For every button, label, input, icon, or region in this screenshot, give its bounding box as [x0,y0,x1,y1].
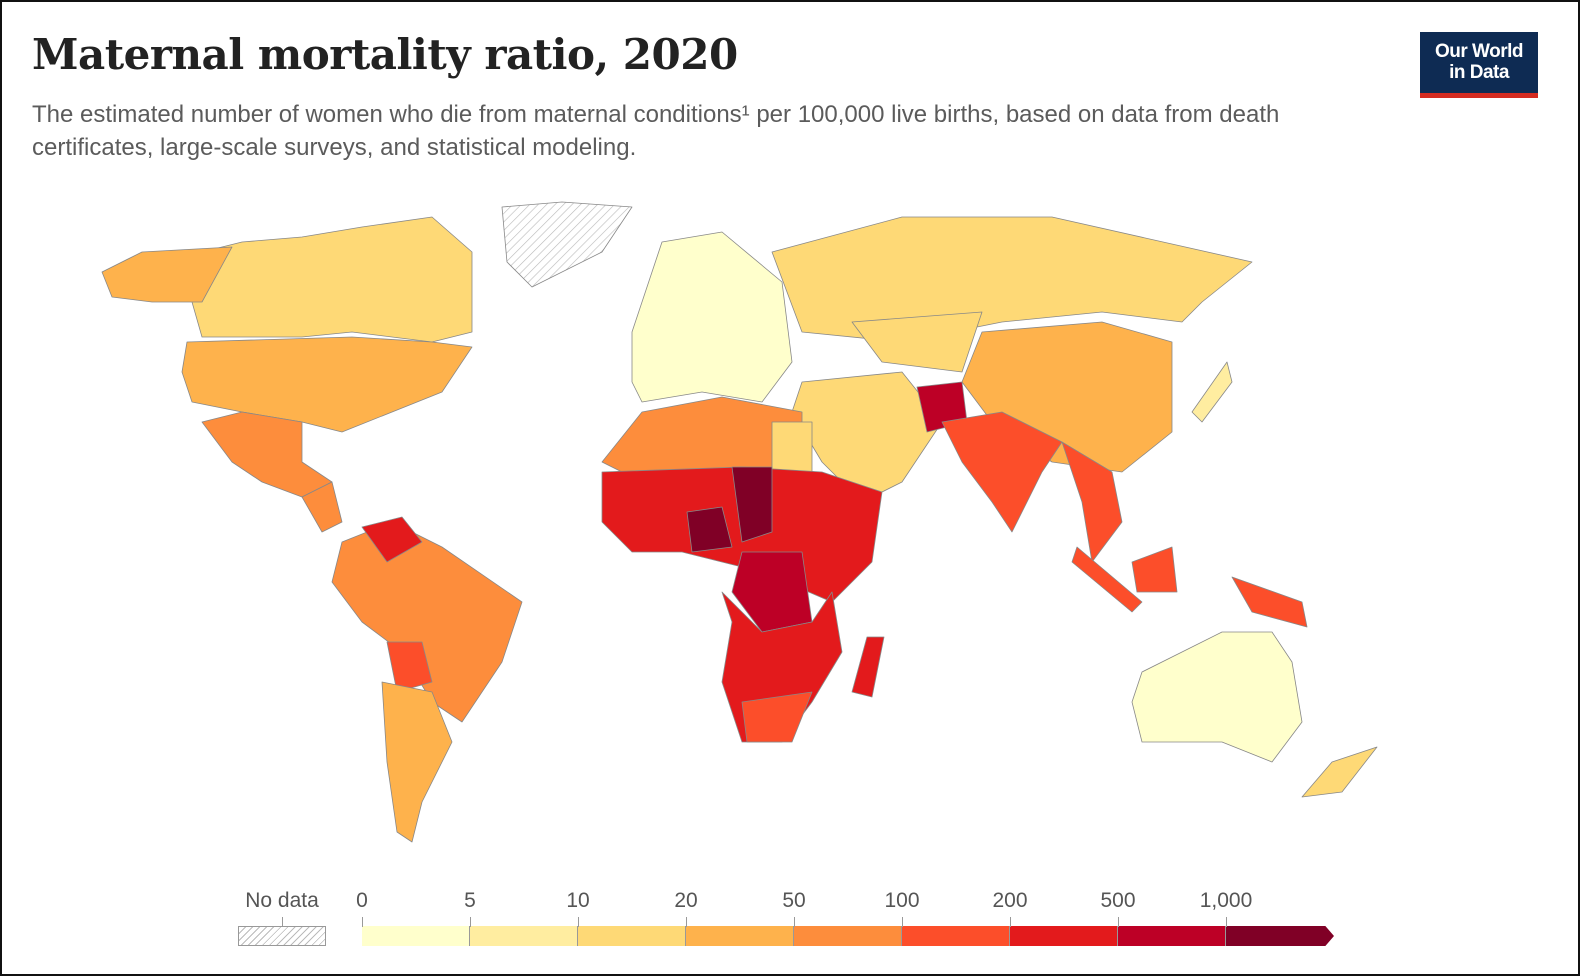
region-bolivia[interactable] [386,641,433,693]
legend-tick-label: 5 [464,889,476,912]
world-map [101,201,1378,843]
legend-no-data-label: No data [245,889,319,912]
legend-bin-6[interactable] [1010,926,1118,946]
legend-bin-0[interactable] [362,926,470,946]
region-japan[interactable] [1191,361,1233,423]
region-chad[interactable] [731,466,773,543]
legend-tick-label: 20 [674,889,698,912]
legend-bin-4[interactable] [794,926,902,946]
legend-tick-label: 500 [1100,889,1136,912]
region-usa[interactable] [181,336,473,433]
region-nigeria[interactable] [686,506,733,553]
legend-no-data-tick [282,917,283,927]
legend-bin-7[interactable] [1118,926,1226,946]
legend-tick-label: 10 [566,889,590,912]
logo-line-2: in Data [1449,62,1509,83]
region-brazil[interactable] [331,521,523,723]
legend-tick [794,917,795,927]
region-sumatra[interactable] [1071,546,1143,613]
region-canada[interactable] [191,216,473,343]
legend-tick [902,917,903,927]
legend-tick [362,917,363,927]
legend-bin-1[interactable] [470,926,578,946]
region-egypt[interactable] [771,421,813,473]
region-russia[interactable] [771,216,1253,343]
chart-title: Maternal mortality ratio, 2020 [32,30,738,79]
logo-line-1: Our World [1434,41,1524,62]
legend-tick-label: 50 [782,889,806,912]
region-borneo[interactable] [1131,546,1178,593]
legend-tick [1010,917,1011,927]
region-greenland[interactable] [501,201,633,288]
legend-no-data-swatch[interactable] [238,926,326,946]
legend-bin-3[interactable] [686,926,794,946]
region-venezuela[interactable] [361,516,423,563]
region-india[interactable] [941,411,1063,533]
legend-bin-8[interactable] [1226,926,1334,946]
legend-tick [1118,917,1119,927]
legend-tick-label: 1,000 [1199,889,1253,912]
region-new-zealand[interactable] [1301,746,1378,798]
region-madagascar[interactable] [851,636,885,698]
legend-tick [686,917,687,927]
legend-tick [1226,917,1227,927]
legend-tick-label: 200 [992,889,1028,912]
region-southern-cone[interactable] [381,681,453,843]
region-alaska[interactable] [101,246,233,303]
legend-bin-5[interactable] [902,926,1010,946]
legend-bin-2[interactable] [578,926,686,946]
region-new-guinea[interactable] [1231,576,1308,628]
legend-tick [470,917,471,927]
legend-tick-label: 100 [884,889,920,912]
region-europe[interactable] [631,231,793,403]
legend-tick [578,917,579,927]
region-southeast-asia[interactable] [1061,441,1123,563]
region-central-america[interactable] [301,481,343,533]
region-kazakhstan[interactable] [851,311,983,373]
legend-tick-label: 0 [356,889,368,912]
region-australia[interactable] [1131,631,1303,763]
region-south-africa[interactable] [741,691,813,743]
chart-subtitle: The estimated number of women who die fr… [32,101,1280,161]
owid-logo[interactable]: Our World in Data [1420,32,1538,98]
